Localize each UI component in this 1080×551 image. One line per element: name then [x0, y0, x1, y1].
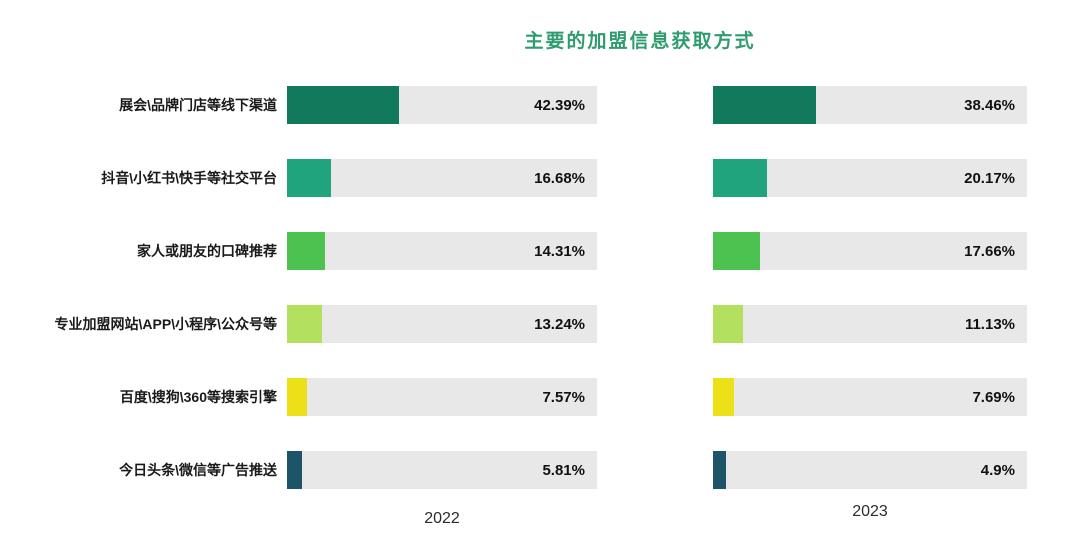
- bar-track-2022: 42.39%: [287, 86, 597, 124]
- chart-title: 主要的加盟信息获取方式: [524, 31, 756, 52]
- bar-rows: 展会\品牌门店等线下渠道 42.39% 38.46% 抖音\小红书\快手等社交平…: [0, 86, 1080, 524]
- bar-fill-2023: [713, 451, 727, 489]
- bar-track-2023: 11.13%: [713, 305, 1027, 343]
- category-label: 家人或朋友的口碑推荐: [137, 243, 277, 259]
- value-label-2023: 20.17%: [964, 169, 1015, 187]
- bar-fill-2023: [713, 305, 743, 343]
- bar-fill-2022: [287, 232, 325, 270]
- bar-track-2023: 4.9%: [713, 451, 1027, 489]
- chart-row: 家人或朋友的口碑推荐 14.31% 17.66%: [0, 232, 1080, 270]
- value-label-2022: 13.24%: [534, 315, 585, 333]
- bar-fill-2022: [287, 159, 332, 197]
- bar-track-2022: 16.68%: [287, 159, 597, 197]
- value-label-2023: 17.66%: [964, 242, 1015, 260]
- bar-fill-2022: [287, 378, 308, 416]
- bar-fill-2023: [713, 86, 817, 124]
- bar-fill-2023: [713, 378, 734, 416]
- value-label-2023: 7.69%: [972, 388, 1015, 406]
- value-label-2022: 7.57%: [542, 388, 585, 406]
- bar-fill-2022: [287, 305, 323, 343]
- bar-track-2023: 7.69%: [713, 378, 1027, 416]
- category-label: 专业加盟网站\APP\小程序\公众号等: [54, 316, 277, 332]
- chart-row: 专业加盟网站\APP\小程序\公众号等 13.24% 11.13%: [0, 305, 1080, 343]
- value-label-2023: 38.46%: [964, 96, 1015, 114]
- chart-row: 抖音\小红书\快手等社交平台 16.68% 20.17%: [0, 159, 1080, 197]
- bar-track-2022: 5.81%: [287, 451, 597, 489]
- category-label: 抖音\小红书\快手等社交平台: [101, 170, 277, 186]
- value-label-2022: 42.39%: [534, 96, 585, 114]
- category-label: 百度\搜狗\360等搜索引擎: [119, 389, 277, 405]
- bar-track-2023: 17.66%: [713, 232, 1027, 270]
- bar-fill-2022: [287, 451, 303, 489]
- axis-label-2023: 2023: [852, 503, 888, 520]
- bar-fill-2022: [287, 86, 400, 124]
- category-label: 展会\品牌门店等线下渠道: [119, 97, 277, 113]
- value-label-2022: 14.31%: [534, 242, 585, 260]
- value-label-2023: 4.9%: [980, 461, 1015, 479]
- chart-row: 今日头条\微信等广告推送 5.81% 4.9%: [0, 451, 1080, 489]
- value-label-2023: 11.13%: [964, 315, 1015, 333]
- bar-track-2022: 7.57%: [287, 378, 597, 416]
- axis-label-2022: 2022: [424, 510, 460, 527]
- bar-fill-2023: [713, 232, 761, 270]
- value-label-2022: 16.68%: [534, 169, 585, 187]
- bar-track-2022: 13.24%: [287, 305, 597, 343]
- bar-track-2023: 20.17%: [713, 159, 1027, 197]
- chart-row: 百度\搜狗\360等搜索引擎 7.57% 7.69%: [0, 378, 1080, 416]
- bar-track-2023: 38.46%: [713, 86, 1027, 124]
- bar-track-2022: 14.31%: [287, 232, 597, 270]
- category-label: 今日头条\微信等广告推送: [119, 462, 277, 478]
- chart-row: 展会\品牌门店等线下渠道 42.39% 38.46%: [0, 86, 1080, 124]
- bar-fill-2023: [713, 159, 768, 197]
- value-label-2022: 5.81%: [542, 461, 585, 479]
